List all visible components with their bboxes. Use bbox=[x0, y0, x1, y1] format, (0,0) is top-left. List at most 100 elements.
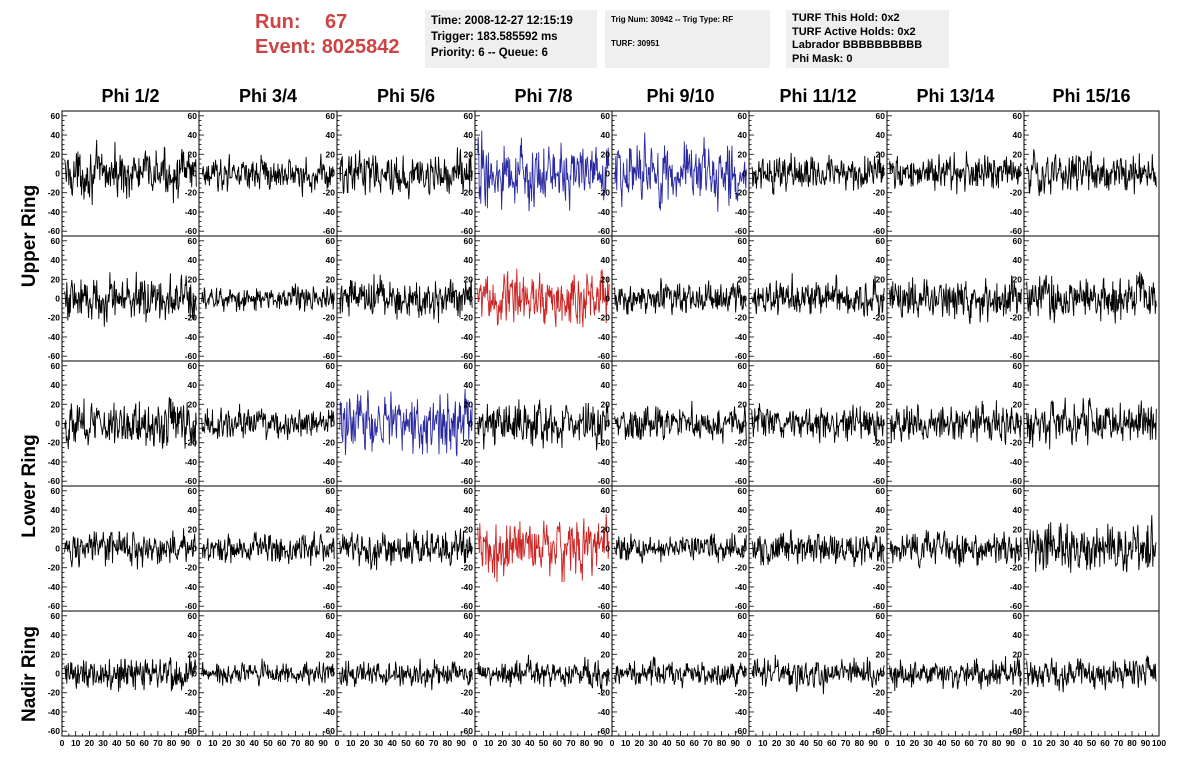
x-tick-label: 80 bbox=[305, 738, 315, 748]
y-tick-label: 40 bbox=[326, 630, 336, 640]
waveform-panel: -60 -40 -20 0 20 40 60 bbox=[873, 485, 1025, 612]
y-tick-label: 0 bbox=[1017, 669, 1022, 679]
waveform-trace bbox=[477, 654, 610, 694]
y-tick-label: 40 bbox=[1013, 505, 1023, 515]
y-tick-label: 40 bbox=[601, 380, 611, 390]
run-value: 67 bbox=[325, 11, 348, 33]
waveform-trace bbox=[889, 656, 1022, 692]
y-tick-label: 0 bbox=[742, 419, 747, 429]
y-tick-label: -40 bbox=[323, 207, 336, 217]
waveform-panel: -60 -40 -20 0 20 40 60 bbox=[185, 485, 338, 612]
y-tick-label: -20 bbox=[323, 313, 336, 323]
y-tick-label: 40 bbox=[738, 255, 748, 265]
event-line: Event: 8025842 bbox=[255, 35, 415, 60]
y-tick-label: 20 bbox=[51, 524, 61, 534]
x-tick-label: 0 bbox=[335, 738, 340, 748]
x-tick-label: 10 bbox=[71, 738, 81, 748]
y-tick-label: -60 bbox=[461, 351, 474, 361]
y-tick-label: 40 bbox=[876, 380, 886, 390]
waveform-panel: -60 -40 -20 0 20 40 60 bbox=[873, 110, 1025, 237]
x-tick-label: 60 bbox=[827, 738, 837, 748]
y-tick-label: -20 bbox=[461, 313, 474, 323]
y-tick-label: 40 bbox=[326, 505, 336, 515]
y-tick-label: 60 bbox=[51, 236, 61, 246]
y-tick-label: 0 bbox=[192, 669, 197, 679]
waveform-trace bbox=[1026, 149, 1157, 197]
x-tick-label: 30 bbox=[1060, 738, 1070, 748]
y-tick-label: -40 bbox=[48, 207, 61, 217]
y-tick-label: 20 bbox=[601, 649, 611, 659]
y-tick-label: 60 bbox=[601, 111, 611, 121]
y-tick-label: 60 bbox=[876, 111, 886, 121]
x-tick-label: 60 bbox=[689, 738, 699, 748]
panel-frame bbox=[61, 485, 200, 612]
y-tick-label: -60 bbox=[48, 351, 61, 361]
y-tick-label: 20 bbox=[464, 274, 474, 284]
y-tick-label: 40 bbox=[1013, 630, 1023, 640]
waveform-trace bbox=[751, 529, 885, 568]
y-tick-label: 60 bbox=[188, 486, 198, 496]
y-tick-label: -20 bbox=[1010, 563, 1023, 573]
time-info-box: Time: 2008-12-27 12:15:19 Trigger: 183.5… bbox=[425, 10, 597, 68]
waveform-panel: -60 -40 -20 0 20 40 60 bbox=[598, 235, 750, 362]
x-tick-label: 10 bbox=[346, 738, 356, 748]
waveform-trace bbox=[1026, 397, 1157, 450]
y-tick-label: -40 bbox=[598, 457, 611, 467]
phi-mask-line: Phi Mask: 0 bbox=[792, 52, 853, 65]
waveform-panel: -60 -40 -20 0 20 40 60 bbox=[323, 485, 476, 612]
y-tick-label: -40 bbox=[48, 332, 61, 342]
y-tick-label: -60 bbox=[461, 601, 474, 611]
y-tick-label: 20 bbox=[876, 274, 886, 284]
y-tick-label: 0 bbox=[880, 294, 885, 304]
x-tick-label: 30 bbox=[374, 738, 384, 748]
waveform-trace bbox=[889, 529, 1022, 569]
y-tick-label: -60 bbox=[323, 476, 336, 486]
y-tick-label: -20 bbox=[185, 563, 198, 573]
waveform-panel: -60 -40 -20 0 20 40 60 bbox=[735, 110, 888, 237]
y-tick-label: -60 bbox=[598, 226, 611, 236]
waveform-trace bbox=[1026, 515, 1157, 573]
y-tick-label: 40 bbox=[464, 255, 474, 265]
y-tick-label: 40 bbox=[1013, 130, 1023, 140]
x-tick-label: 20 bbox=[360, 738, 370, 748]
y-tick-label: 0 bbox=[330, 544, 335, 554]
phi-header: Phi 11/12 bbox=[779, 86, 857, 106]
y-tick-label: -60 bbox=[48, 476, 61, 486]
y-tick-label: 20 bbox=[188, 649, 198, 659]
y-tick-label: -60 bbox=[323, 726, 336, 736]
y-tick-label: 0 bbox=[605, 419, 610, 429]
y-tick-label: 40 bbox=[876, 505, 886, 515]
y-tick-label: 20 bbox=[1013, 399, 1023, 409]
y-tick-label: 0 bbox=[330, 294, 335, 304]
y-tick-label: -20 bbox=[735, 313, 748, 323]
y-tick-label: 20 bbox=[188, 274, 198, 284]
y-tick-label: 0 bbox=[1017, 419, 1022, 429]
y-tick-label: 20 bbox=[326, 524, 336, 534]
trig-info-box: Trig Num: 30942 -- Trig Type: RF TURF: 3… bbox=[605, 10, 770, 68]
x-tick-label: 70 bbox=[153, 738, 163, 748]
x-tick-label: 10 bbox=[484, 738, 494, 748]
y-tick-label: 60 bbox=[738, 611, 748, 621]
phi-header: Phi 1/2 bbox=[101, 86, 160, 106]
y-tick-label: 60 bbox=[601, 361, 611, 371]
y-tick-label: -60 bbox=[1010, 476, 1023, 486]
y-tick-label: 0 bbox=[605, 544, 610, 554]
event-label: Event: bbox=[255, 36, 317, 58]
waveform-trace bbox=[201, 283, 335, 312]
waveform-trace bbox=[339, 274, 473, 324]
x-tick-label: 80 bbox=[717, 738, 727, 748]
x-tick-label: 20 bbox=[498, 738, 508, 748]
y-tick-label: 60 bbox=[326, 236, 336, 246]
y-tick-label: -40 bbox=[461, 457, 474, 467]
y-tick-label: -60 bbox=[1010, 601, 1023, 611]
y-tick-label: -40 bbox=[461, 707, 474, 717]
waveform-panel: -60 -40 -20 0 20 40 60 bbox=[461, 110, 613, 237]
y-tick-label: -40 bbox=[185, 207, 198, 217]
waveform-trace bbox=[477, 130, 610, 212]
panel-frame bbox=[748, 485, 888, 612]
y-tick-label: 20 bbox=[738, 649, 748, 659]
y-tick-label: -20 bbox=[48, 688, 61, 698]
y-tick-label: 0 bbox=[330, 419, 335, 429]
